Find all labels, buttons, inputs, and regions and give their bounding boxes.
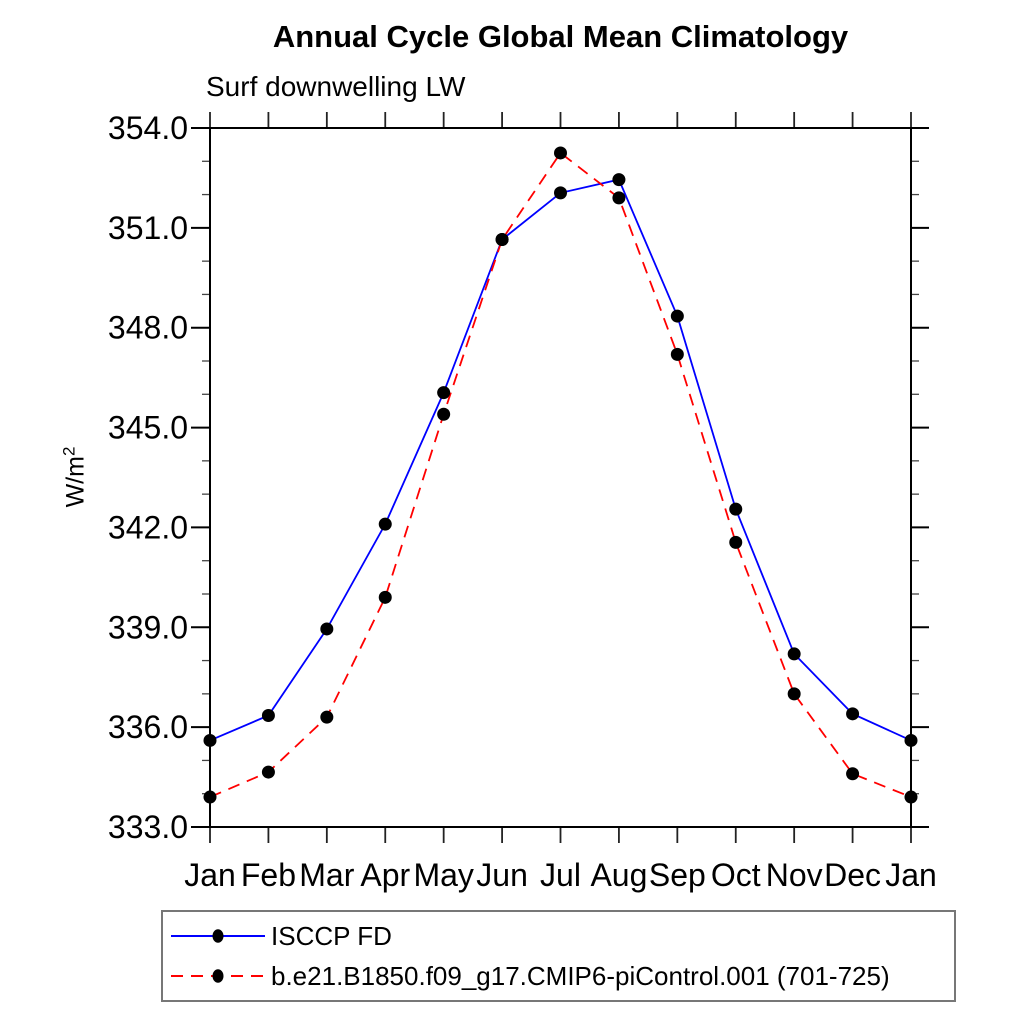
x-axis-tick-label: Jul [540, 857, 581, 893]
data-point-marker-s0-6 [554, 186, 567, 200]
x-axis-tick-label: Jan [184, 857, 236, 893]
legend-label-isccp: ISCCP FD [271, 920, 392, 951]
data-point-marker-s1-10 [787, 687, 801, 701]
legend-entry-model: b.e21.B1850.f09_g17.CMIP6-piControl.001 … [169, 961, 890, 991]
x-axis-tick-label: Apr [360, 857, 410, 893]
y-axis-tick-label: 351.0 [108, 210, 188, 246]
data-point-marker-s1-9 [729, 535, 743, 549]
data-point-marker-s0-12 [904, 733, 918, 747]
x-axis-tick-label: Feb [241, 857, 296, 893]
x-axis-tick-label: Jun [476, 857, 528, 893]
legend-solid-line-icon [171, 929, 265, 943]
data-point-marker-s0-11 [846, 707, 860, 721]
data-point-marker-s1-7 [612, 191, 626, 205]
y-axis-tick-label: 342.0 [108, 509, 188, 545]
series-line-1 [209, 151, 912, 798]
data-point-marker-s0-9 [729, 502, 743, 516]
data-point-marker-s1-0 [203, 790, 217, 804]
y-axis-tick-label: 339.0 [108, 609, 188, 645]
legend-box: ISCCP FD b.e21.B1850.f09_g17.CMIP6-piCon… [161, 910, 956, 1002]
data-point-marker-s0-7 [612, 173, 626, 187]
data-point-marker-s1-11 [846, 767, 860, 781]
data-point-marker-s0-0 [203, 733, 217, 747]
chart-title-text: Annual Cycle Global Mean Climatology [272, 19, 849, 54]
legend-entry-isccp: ISCCP FD [169, 921, 392, 951]
data-point-marker-s1-1 [261, 765, 275, 779]
chart-subtitle: Surf downwelling LW [206, 71, 466, 102]
x-axis-tick-label: Mar [299, 857, 354, 893]
x-axis-tick-label: May [413, 857, 473, 893]
data-point-marker-s1-2 [320, 710, 334, 724]
y-axis-tick-label: 333.0 [108, 809, 188, 845]
x-axis-tick-label: Oct [711, 857, 761, 893]
series-line-0 [209, 178, 912, 742]
data-point-marker-s1-6 [554, 146, 567, 160]
x-axis-tick-label: Dec [824, 857, 881, 893]
data-point-marker-s0-10 [787, 647, 801, 661]
y-axis-tick-label: 345.0 [108, 410, 188, 446]
chart-title: Annual Cycle Global Mean Climatology [0, 19, 1024, 55]
data-point-marker-s1-3 [378, 590, 392, 604]
x-axis-tick-label: Jan [885, 857, 937, 893]
data-point-marker-s0-1 [261, 708, 275, 722]
y-axis-tick-label: 348.0 [108, 310, 188, 346]
data-point-marker-s1-12 [904, 790, 918, 804]
legend-dashed-line-icon [171, 969, 265, 983]
data-point-marker-s0-3 [378, 517, 392, 531]
data-point-marker-s0-8 [670, 309, 684, 323]
data-point-marker-s1-4 [437, 407, 451, 421]
data-point-marker-s0-4 [437, 386, 451, 400]
data-point-marker-s0-2 [320, 622, 334, 636]
legend-label-model: b.e21.B1850.f09_g17.CMIP6-piControl.001 … [271, 960, 890, 991]
plot-frame [209, 127, 912, 828]
x-axis-tick-label: Nov [766, 857, 823, 893]
y-axis-tick-label: 354.0 [108, 110, 188, 146]
x-axis-tick-label: Sep [649, 857, 706, 893]
data-point-marker-s1-5 [495, 233, 509, 247]
data-point-marker-s1-8 [670, 347, 684, 361]
x-axis-tick-label: Aug [590, 857, 647, 893]
y-axis-tick-label: 336.0 [108, 709, 188, 745]
